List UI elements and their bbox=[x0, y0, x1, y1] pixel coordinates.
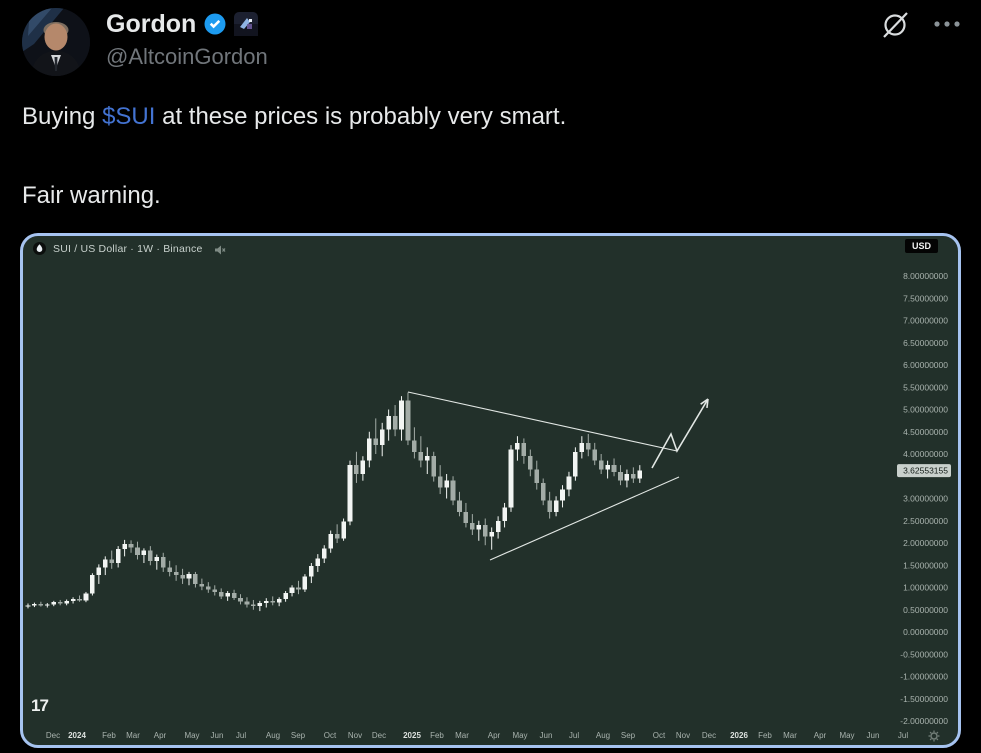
svg-text:Sep: Sep bbox=[291, 731, 306, 740]
svg-text:Feb: Feb bbox=[758, 731, 772, 740]
settings-gear-icon bbox=[928, 729, 940, 742]
svg-text:Aug: Aug bbox=[266, 731, 280, 740]
affiliate-badge-icon bbox=[234, 12, 259, 36]
svg-text:Feb: Feb bbox=[430, 731, 444, 740]
svg-text:2024: 2024 bbox=[68, 731, 86, 740]
more-button[interactable] bbox=[932, 16, 964, 32]
svg-text:Jun: Jun bbox=[211, 731, 224, 740]
svg-text:8.00000000: 8.00000000 bbox=[903, 271, 948, 281]
price-chart-canvas: 8.00000000 7.50000000 7.00000000 6.50000000… bbox=[25, 271, 951, 740]
svg-text:Dec: Dec bbox=[46, 731, 60, 740]
svg-text:Jun: Jun bbox=[867, 731, 880, 740]
svg-text:Dec: Dec bbox=[702, 731, 716, 740]
tweet-text-segment: at these prices is probably very smart. bbox=[155, 103, 567, 130]
avatar-photo bbox=[22, 8, 90, 76]
svg-text:Nov: Nov bbox=[676, 731, 690, 740]
svg-text:1.50000000: 1.50000000 bbox=[903, 560, 948, 570]
svg-text:5.50000000: 5.50000000 bbox=[903, 382, 948, 392]
svg-text:Mar: Mar bbox=[783, 731, 797, 740]
tweet-line-2: Fair warning. bbox=[22, 182, 161, 209]
svg-text:3.00000000: 3.00000000 bbox=[903, 494, 948, 504]
cashtag-link[interactable]: $SUI bbox=[102, 103, 156, 130]
svg-text:0.50000000: 0.50000000 bbox=[903, 605, 948, 615]
avatar[interactable] bbox=[22, 8, 90, 76]
svg-text:Dec: Dec bbox=[372, 731, 386, 740]
svg-text:-0.50000000: -0.50000000 bbox=[900, 649, 948, 659]
svg-text:May: May bbox=[184, 731, 199, 740]
svg-text:-1.50000000: -1.50000000 bbox=[900, 694, 948, 704]
time-axis: Dec 2024 Feb Mar Apr May Jun Jul Aug Sep Oct Nov Dec… bbox=[46, 731, 908, 740]
tweet-line-1: Buying $SUI at these prices is probably … bbox=[22, 101, 957, 133]
tradingview-logo: 17 bbox=[31, 696, 49, 715]
svg-text:Jun: Jun bbox=[540, 731, 553, 740]
svg-text:5.00000000: 5.00000000 bbox=[903, 405, 948, 415]
svg-text:Oct: Oct bbox=[653, 731, 666, 740]
svg-text:4.50000000: 4.50000000 bbox=[903, 427, 948, 437]
user-handle: @AltcoinGordon bbox=[106, 44, 268, 69]
svg-text:Jul: Jul bbox=[236, 731, 246, 740]
svg-text:Apr: Apr bbox=[154, 731, 167, 740]
svg-text:Jul: Jul bbox=[898, 731, 908, 740]
grok-icon bbox=[883, 12, 908, 38]
svg-text:2.00000000: 2.00000000 bbox=[903, 538, 948, 548]
svg-text:0.00000000: 0.00000000 bbox=[903, 627, 948, 637]
svg-text:4.00000000: 4.00000000 bbox=[903, 449, 948, 459]
svg-text:May: May bbox=[839, 731, 854, 740]
svg-text:May: May bbox=[512, 731, 527, 740]
svg-text:Aug: Aug bbox=[596, 731, 610, 740]
svg-text:7.50000000: 7.50000000 bbox=[903, 293, 948, 303]
svg-text:6.00000000: 6.00000000 bbox=[903, 360, 948, 370]
svg-text:-2.00000000: -2.00000000 bbox=[900, 716, 948, 726]
svg-text:Sep: Sep bbox=[621, 731, 636, 740]
verified-badge-icon bbox=[203, 12, 227, 36]
post-header: Gordon @AltcoinGordon bbox=[106, 9, 268, 70]
grok-button[interactable] bbox=[880, 10, 910, 40]
svg-text:2.50000000: 2.50000000 bbox=[903, 516, 948, 526]
svg-text:1.00000000: 1.00000000 bbox=[903, 583, 948, 593]
mute-speaker-icon bbox=[214, 243, 226, 255]
svg-text:Feb: Feb bbox=[102, 731, 116, 740]
sui-logo-icon bbox=[33, 242, 46, 255]
svg-text:Oct: Oct bbox=[324, 731, 337, 740]
svg-text:-1.00000000: -1.00000000 bbox=[900, 672, 948, 682]
svg-text:Mar: Mar bbox=[455, 731, 469, 740]
breakout-arrow bbox=[651, 398, 709, 469]
candles-layer bbox=[25, 392, 643, 612]
price-axis: 8.00000000 7.50000000 7.00000000 6.50000000… bbox=[900, 271, 948, 726]
currency-label: USD bbox=[905, 239, 938, 253]
svg-text:2026: 2026 bbox=[730, 731, 748, 740]
tweet-text: Buying $SUI at these prices is probably … bbox=[22, 101, 957, 212]
svg-text:Jul: Jul bbox=[569, 731, 579, 740]
svg-text:6.50000000: 6.50000000 bbox=[903, 338, 948, 348]
svg-text:Apr: Apr bbox=[814, 731, 827, 740]
chart-title: SUI / US Dollar · 1W · Binance bbox=[53, 242, 203, 255]
svg-text:Nov: Nov bbox=[348, 731, 362, 740]
svg-text:2025: 2025 bbox=[403, 731, 421, 740]
trendlines-layer bbox=[407, 391, 680, 561]
svg-text:Apr: Apr bbox=[488, 731, 501, 740]
chart-header: SUI / US Dollar · 1W · Binance bbox=[33, 242, 226, 255]
chart-media[interactable]: 8.00000000 7.50000000 7.00000000 6.50000000… bbox=[20, 233, 961, 748]
last-price-tag: 3.62553155 bbox=[897, 464, 951, 478]
svg-text:7.00000000: 7.00000000 bbox=[903, 316, 948, 326]
ellipsis-icon bbox=[934, 20, 960, 27]
svg-text:Mar: Mar bbox=[126, 731, 140, 740]
display-name[interactable]: Gordon bbox=[106, 9, 197, 38]
tweet-text-segment: Buying bbox=[22, 103, 103, 130]
svg-text:3.62553155: 3.62553155 bbox=[903, 466, 948, 476]
